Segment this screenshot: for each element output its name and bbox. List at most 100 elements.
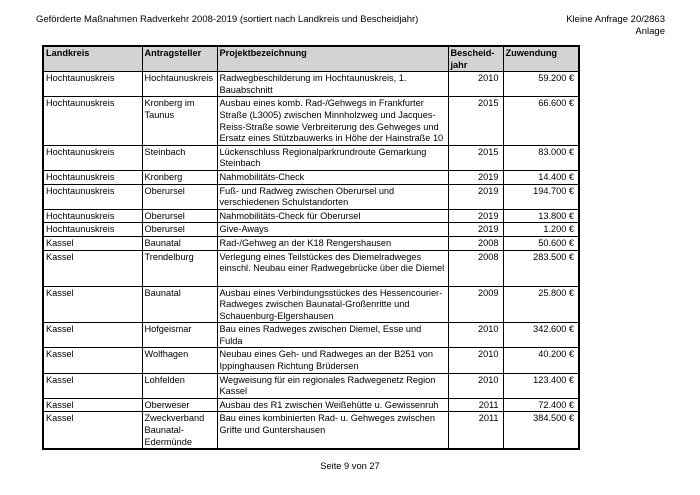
cell-landkreis: Kassel: [42, 347, 143, 374]
cell-landkreis: Hochtaunuskreis: [42, 96, 143, 146]
cell-antragsteller: Baunatal: [141, 285, 218, 324]
cell-projektbezeichnung: Fuß- und Radweg zwischen Oberursel und v…: [216, 183, 449, 210]
table-row: Hochtaunuskreis Kronberg Nahmobilitäts-C…: [42, 169, 580, 185]
column-header-zuwendung: Zuwendung: [502, 45, 580, 73]
cell-antragsteller: Wolfhagen: [141, 347, 218, 374]
cell-antragsteller: Zweckverband Baunatal-Edermünde: [141, 411, 218, 450]
column-header-projektbezeichnung: Projektbezeichnung: [216, 45, 449, 73]
cell-projektbezeichnung: Bau eines kombinierten Rad- u. Gehweges …: [216, 411, 449, 450]
cell-zuwendung: 66.600 €: [502, 96, 580, 146]
cell-projektbezeichnung: Rad-/Gehweg an der K18 Rengershausen: [216, 235, 449, 251]
page-title: Geförderte Maßnahmen Radverkehr 2008-201…: [36, 14, 419, 25]
cell-zuwendung: 59.200 €: [502, 71, 580, 98]
cell-zuwendung: 342.600 €: [502, 322, 580, 349]
grants-table: Landkreis Antragsteller Projektbezeichnu…: [42, 45, 580, 451]
cell-landkreis: Kassel: [42, 411, 143, 450]
cell-antragsteller: Trendelburg: [141, 249, 218, 287]
cell-projektbezeichnung: Radwegbeschilderung im Hochtaunuskreis, …: [216, 71, 449, 98]
cell-projektbezeichnung: Nahmobilitäts-Check für Oberursel: [216, 208, 449, 224]
table-row: Hochtaunuskreis Steinbach Lückenschluss …: [42, 144, 580, 171]
cell-landkreis: Hochtaunuskreis: [42, 169, 143, 185]
cell-bescheidjahr: 2019: [447, 169, 504, 185]
cell-zuwendung: 1.200 €: [502, 222, 580, 237]
doc-reference: Kleine Anfrage 20/2863 Anlage: [566, 14, 665, 37]
cell-zuwendung: 283.500 €: [502, 249, 580, 287]
table-row: Kassel Wolfhagen Neubau eines Geh- und R…: [42, 347, 580, 374]
cell-bescheidjahr: 2011: [447, 411, 504, 450]
cell-antragsteller: Hochtaunuskreis: [141, 71, 218, 98]
cell-bescheidjahr: 2015: [447, 96, 504, 146]
cell-projektbezeichnung: Give-Aways: [216, 222, 449, 237]
table-row: Hochtaunuskreis Oberursel Nahmobilitäts-…: [42, 208, 580, 224]
cell-antragsteller: Oberweser: [141, 397, 218, 413]
cell-zuwendung: 25.800 €: [502, 285, 580, 324]
cell-bescheidjahr: 2010: [447, 71, 504, 98]
table-row: Kassel Zweckverband Baunatal-Edermünde B…: [42, 411, 580, 450]
cell-projektbezeichnung: Ausbau eines komb. Rad-/Gehwegs in Frank…: [216, 96, 449, 146]
cell-landkreis: Hochtaunuskreis: [42, 183, 143, 210]
cell-bescheidjahr: 2010: [447, 372, 504, 399]
cell-antragsteller: Hofgeismar: [141, 322, 218, 349]
cell-bescheidjahr: 2008: [447, 249, 504, 287]
column-header-bescheidjahr: Bescheid- jahr: [447, 45, 504, 73]
table-row: Hochtaunuskreis Hochtaunuskreis Radwegbe…: [42, 71, 580, 98]
cell-zuwendung: 14.400 €: [502, 169, 580, 185]
cell-antragsteller: Oberursel: [141, 183, 218, 210]
table-row: Kassel Oberweser Ausbau des R1 zwischen …: [42, 397, 580, 413]
cell-projektbezeichnung: Bau eines Radweges zwischen Diemel, Esse…: [216, 322, 449, 349]
cell-bescheidjahr: 2015: [447, 144, 504, 171]
cell-landkreis: Kassel: [42, 372, 143, 399]
cell-projektbezeichnung: Lückenschluss Regionalparkrundroute Gema…: [216, 144, 449, 171]
cell-antragsteller: Oberursel: [141, 222, 218, 237]
table-row: Kassel Hofgeismar Bau eines Radweges zwi…: [42, 322, 580, 349]
table-row: Kassel Lohfelden Wegweisung für ein regi…: [42, 372, 580, 399]
table-row: Kassel Baunatal Ausbau eines Verbindungs…: [42, 285, 580, 324]
cell-projektbezeichnung: Wegweisung für ein regionales Radwegenet…: [216, 372, 449, 399]
cell-zuwendung: 72.400 €: [502, 397, 580, 413]
cell-zuwendung: 40.200 €: [502, 347, 580, 374]
cell-bescheidjahr: 2011: [447, 397, 504, 413]
table-row: Kassel Baunatal Rad-/Gehweg an der K18 R…: [42, 235, 580, 251]
table-row: Hochtaunuskreis Oberursel Fuß- und Radwe…: [42, 183, 580, 210]
cell-landkreis: Kassel: [42, 235, 143, 251]
cell-landkreis: Kassel: [42, 249, 143, 287]
cell-antragsteller: Kronberg: [141, 169, 218, 185]
cell-landkreis: Kassel: [42, 285, 143, 324]
column-header-landkreis: Landkreis: [42, 45, 143, 73]
cell-landkreis: Kassel: [42, 322, 143, 349]
cell-bescheidjahr: 2019: [447, 183, 504, 210]
cell-projektbezeichnung: Neubau eines Geh- und Radweges an der B2…: [216, 347, 449, 374]
doc-reference-annex: Anlage: [635, 25, 665, 37]
cell-projektbezeichnung: Nahmobilitäts-Check: [216, 169, 449, 185]
cell-zuwendung: 13.800 €: [502, 208, 580, 224]
cell-bescheidjahr: 2010: [447, 347, 504, 374]
column-header-antragsteller: Antragsteller: [141, 45, 218, 73]
cell-bescheidjahr: 2019: [447, 208, 504, 224]
cell-antragsteller: Steinbach: [141, 144, 218, 171]
cell-projektbezeichnung: Ausbau eines Verbindungsstückes des Hess…: [216, 285, 449, 324]
page-footer: Seite 9 von 27: [320, 461, 380, 471]
cell-antragsteller: Lohfelden: [141, 372, 218, 399]
table-row: Hochtaunuskreis Oberursel Give-Aways 201…: [42, 222, 580, 237]
table-row: Kassel Trendelburg Verlegung eines Teils…: [42, 249, 580, 287]
cell-bescheidjahr: 2009: [447, 285, 504, 324]
cell-bescheidjahr: 2010: [447, 322, 504, 349]
cell-antragsteller: Oberursel: [141, 208, 218, 224]
table-row: Hochtaunuskreis Kronberg im Taunus Ausba…: [42, 96, 580, 146]
cell-zuwendung: 194.700 €: [502, 183, 580, 210]
cell-landkreis: Kassel: [42, 397, 143, 413]
cell-zuwendung: 384.500 €: [502, 411, 580, 450]
cell-bescheidjahr: 2008: [447, 235, 504, 251]
cell-landkreis: Hochtaunuskreis: [42, 222, 143, 237]
cell-landkreis: Hochtaunuskreis: [42, 71, 143, 98]
doc-reference-number: Kleine Anfrage 20/2863: [566, 14, 665, 25]
cell-bescheidjahr: 2019: [447, 222, 504, 237]
cell-projektbezeichnung: Ausbau des R1 zwischen Weißehütte u. Gew…: [216, 397, 449, 413]
cell-antragsteller: Kronberg im Taunus: [141, 96, 218, 146]
cell-antragsteller: Baunatal: [141, 235, 218, 251]
cell-landkreis: Hochtaunuskreis: [42, 208, 143, 224]
cell-projektbezeichnung: Verlegung eines Teilstückes des Diemelra…: [216, 249, 449, 287]
cell-zuwendung: 50.600 €: [502, 235, 580, 251]
table-header-row: Landkreis Antragsteller Projektbezeichnu…: [42, 45, 580, 73]
